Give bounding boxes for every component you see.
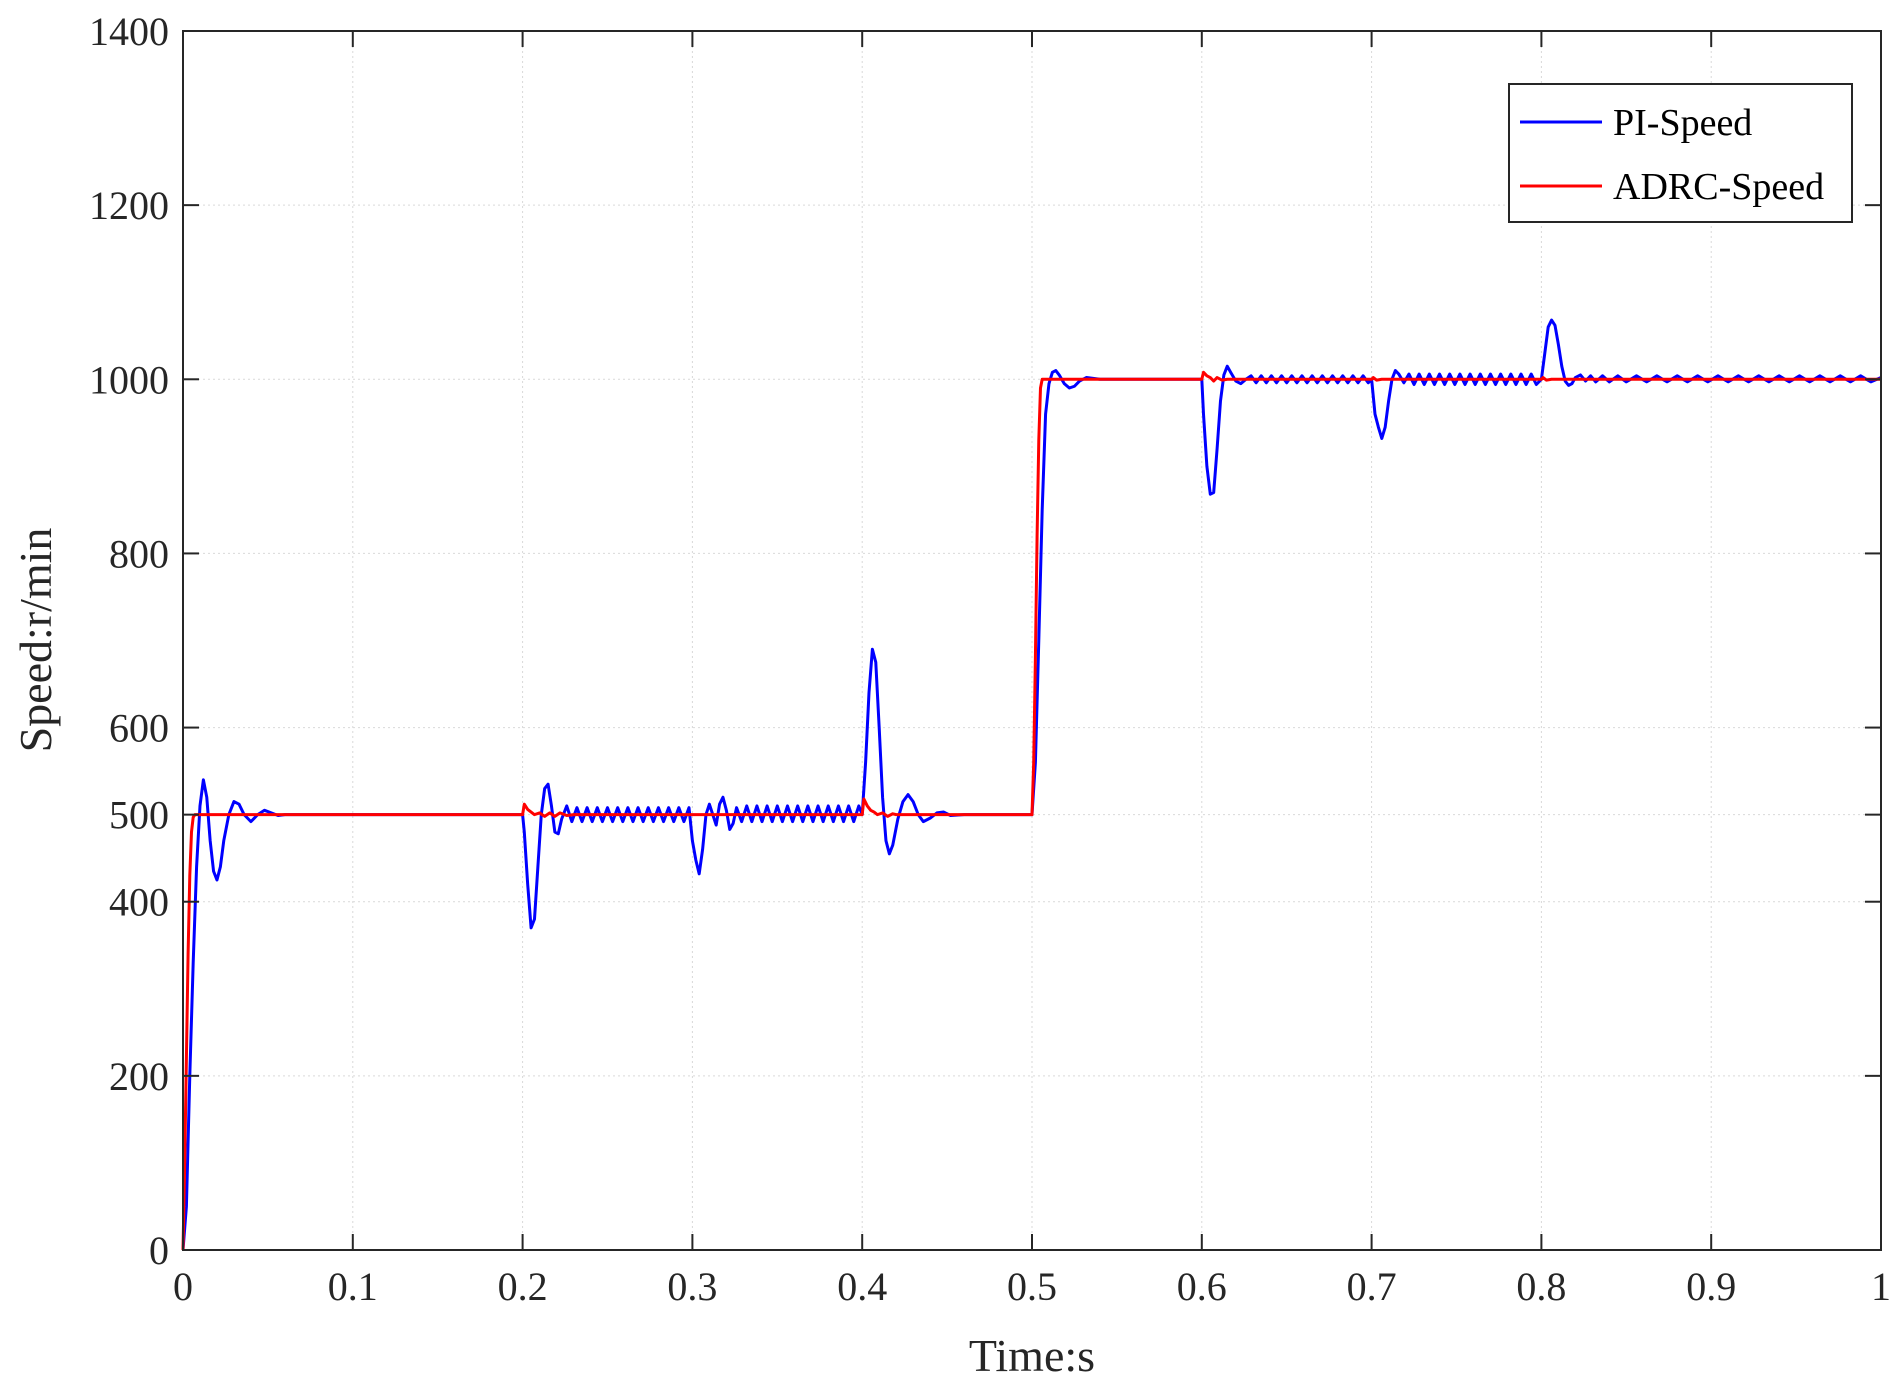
legend-box	[1508, 83, 1853, 223]
legend-label-pi-speed: PI-Speed	[1613, 102, 1752, 144]
y-tick-label: 1200	[89, 183, 169, 228]
series-line-adrc-speed	[181, 370, 1881, 1251]
axis-ticks	[182, 30, 1882, 1251]
x-tick-label: 0.1	[328, 1264, 378, 1309]
y-tick-label: 500	[109, 793, 169, 838]
x-tick-label: 0.7	[1347, 1264, 1397, 1309]
legend-label-adrc-speed: ADRC-Speed	[1613, 166, 1824, 208]
y-tick-label: 1400	[89, 9, 169, 54]
y-tick-label: 400	[109, 880, 169, 925]
tick-labels: 0 0.1 0.2 0.3 0.4 0.5 0.6 0.7 0.8 0.9 1 0 200 400 500 6…	[89, 9, 1891, 1309]
x-tick-label: 1	[1871, 1264, 1891, 1309]
x-tick-label: 0.6	[1177, 1264, 1227, 1309]
x-tick-label: 0.2	[498, 1264, 548, 1309]
x-tick-label: 0.3	[667, 1264, 717, 1309]
y-tick-label: 1000	[89, 357, 169, 402]
series-line-pi-speed	[181, 318, 1882, 1251]
x-tick-label: 0.8	[1516, 1264, 1566, 1309]
y-tick-label: 200	[109, 1054, 169, 1099]
legend: PI-Speed ADRC-Speed	[1508, 83, 1853, 223]
series-layer	[181, 318, 1882, 1251]
x-tick-label: 0	[173, 1264, 193, 1309]
y-tick-label: 0	[149, 1228, 169, 1273]
y-axis-label: Speed:r/min	[10, 528, 61, 753]
y-tick-label: 800	[109, 531, 169, 576]
x-tick-label: 0.5	[1007, 1264, 1057, 1309]
x-tick-label: 0.4	[837, 1264, 887, 1309]
y-tick-label: 600	[109, 706, 169, 751]
x-axis-label: Time:s	[969, 1330, 1095, 1381]
x-tick-label: 0.9	[1686, 1264, 1736, 1309]
